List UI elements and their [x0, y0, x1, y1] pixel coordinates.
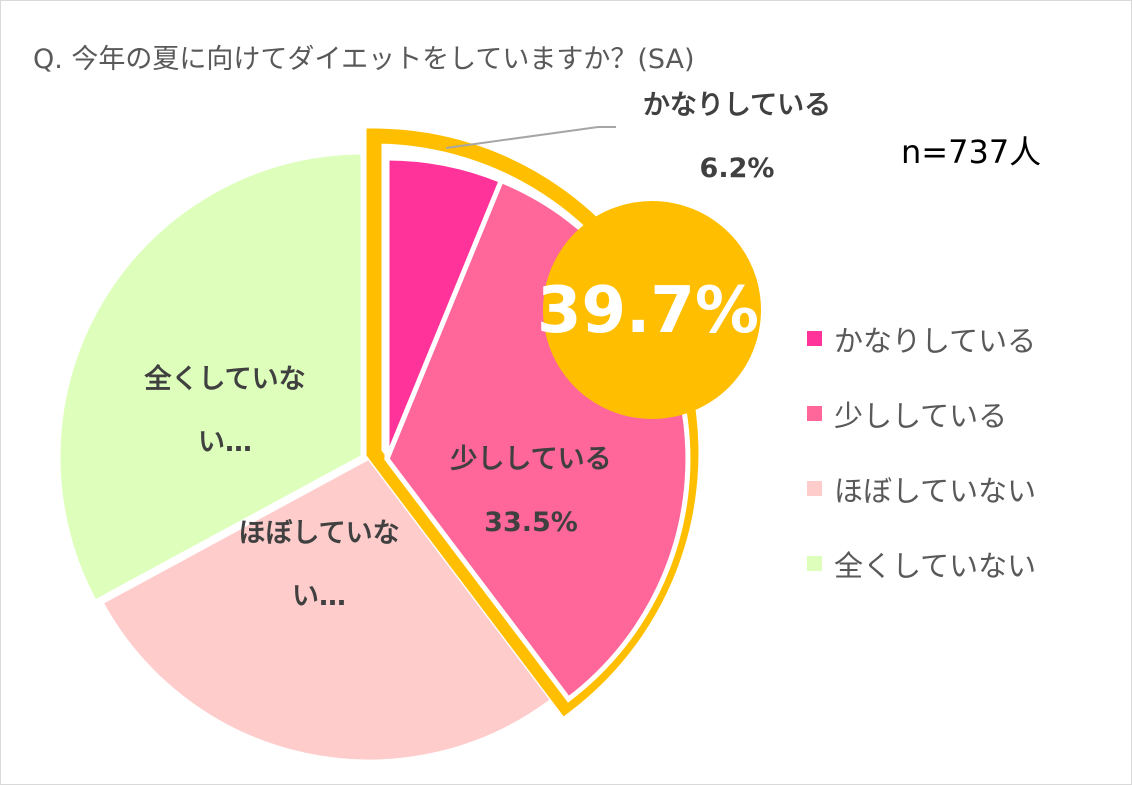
leader-line — [445, 126, 616, 149]
slice-category-label: 少ししている — [450, 444, 611, 475]
legend-item: 全くしていない — [807, 526, 1036, 601]
slice-category-label: 全くしていな — [143, 363, 305, 395]
slice-category-label: い… — [292, 581, 346, 612]
highlight-group: 39.7% — [366, 128, 761, 717]
sample-size-label: n=737人 — [901, 133, 1042, 171]
slice-value-label: 6.2% — [700, 153, 775, 184]
pie-slice — [97, 453, 557, 765]
slice-category-label: い… — [198, 427, 252, 458]
slice-value-label: 33.5% — [484, 507, 578, 538]
legend-label: かなりしている — [834, 323, 1037, 358]
legend-swatch — [807, 556, 822, 571]
legend-label: 少ししている — [834, 398, 1008, 433]
chart-title: Q. 今年の夏に向けてダイエットをしていますか？(SA) — [33, 44, 695, 75]
legend: かなりしている 少ししている ほぼしていない 全くしていない — [807, 301, 1036, 601]
highlight-total-label: 39.7% — [537, 274, 759, 348]
legend-swatch — [807, 406, 822, 421]
legend-item: 少ししている — [807, 376, 1036, 451]
legend-swatch — [807, 331, 822, 346]
slice-labels: かなりしている6.2%少ししている33.5%ほぼしていない…全くしていない… — [143, 90, 831, 612]
slice-category-label: かなりしている — [643, 90, 831, 121]
legend-label: ほぼしていない — [834, 473, 1037, 508]
legend-label: 全くしていない — [834, 548, 1037, 583]
slice-category-label: ほぼしていな — [238, 518, 399, 549]
legend-item: かなりしている — [807, 301, 1036, 376]
legend-swatch — [807, 481, 822, 496]
highlight-circle — [543, 201, 761, 419]
pie-slice — [55, 149, 366, 606]
legend-item: ほぼしていない — [807, 451, 1036, 526]
